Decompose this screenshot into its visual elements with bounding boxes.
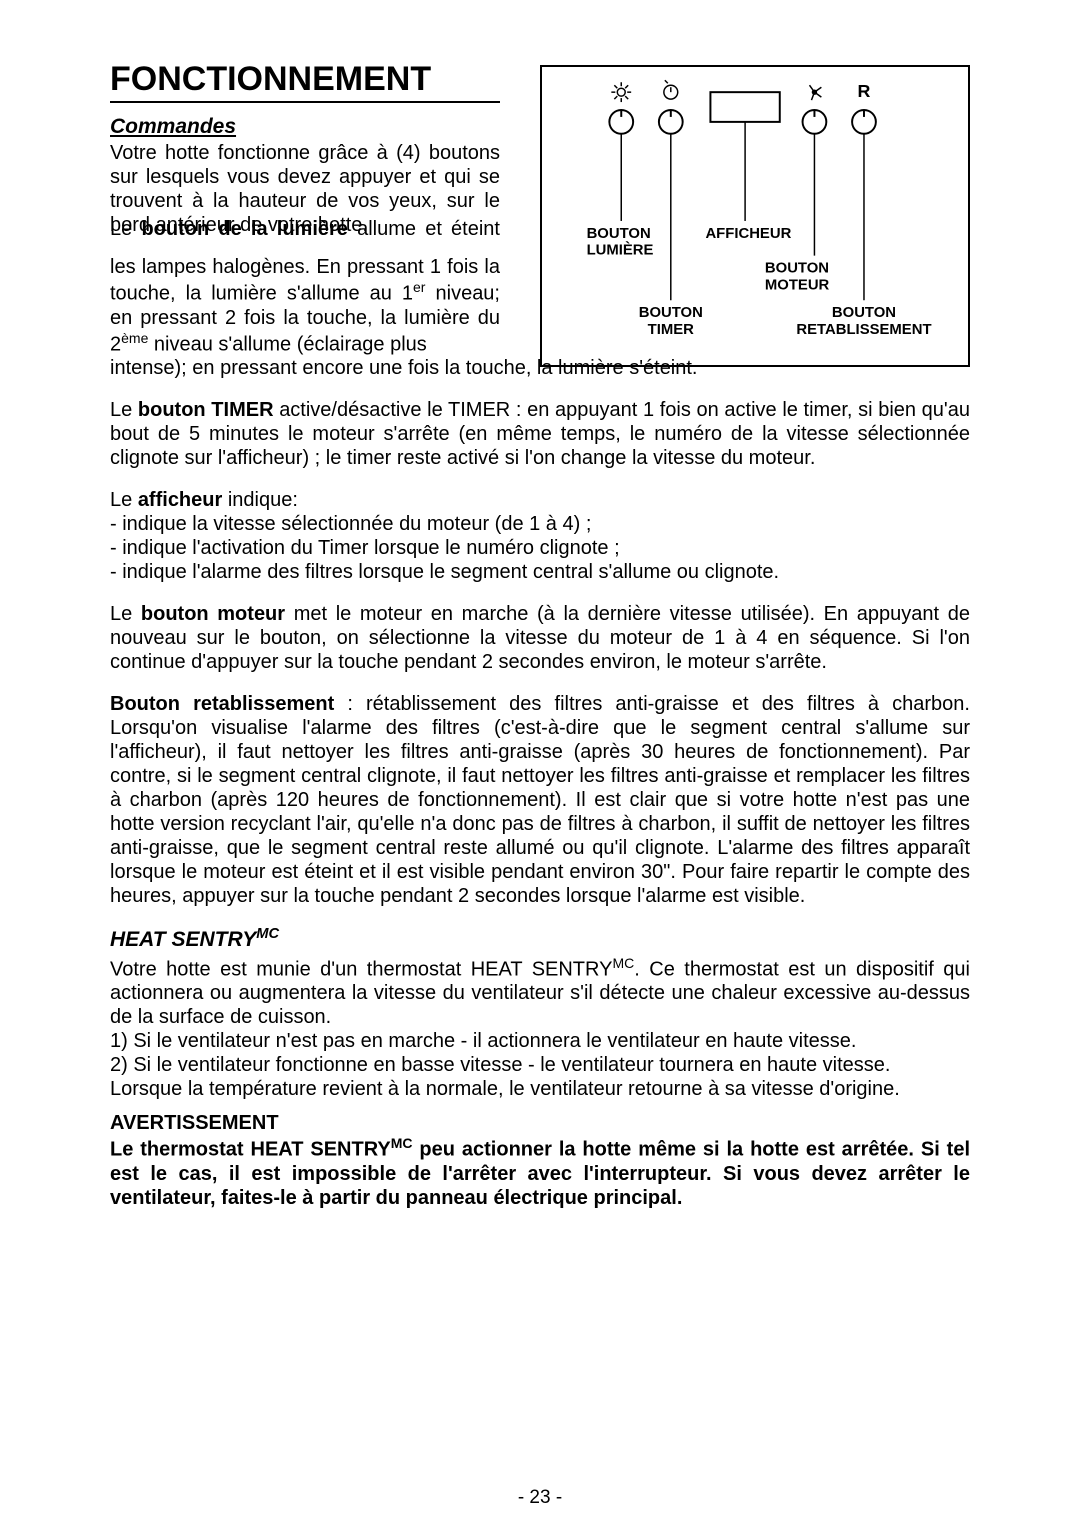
para-retablissement: Bouton retablissement : rétablissement d… — [110, 692, 970, 908]
para-lumiere-narrow: Le bouton de la lumière allume et éteint… — [110, 217, 500, 356]
label-afficheur: AFFICHEUR — [705, 226, 791, 242]
label-timer: BOUTONTIMER — [639, 305, 703, 338]
subhead-heat-sentry: HEAT SENTRYMC — [110, 926, 970, 952]
warning-heading: AVERTISSEMENT — [110, 1111, 970, 1135]
page-number: - 23 - — [0, 1487, 1080, 1509]
label-lumiere: BOUTONLUMIÈRE — [587, 226, 654, 259]
label-retab: BOUTONRETABLISSEMENT — [796, 305, 931, 338]
label-moteur: BOUTONMOTEUR — [765, 260, 830, 293]
warning-body: Le thermostat HEAT SENTRYMC peu actionne… — [110, 1135, 970, 1210]
section-title: FONCTIONNEMENT — [110, 60, 500, 103]
reset-glyph: R — [858, 81, 871, 101]
para-heat-sentry: Votre hotte est munie d'un thermostat HE… — [110, 955, 970, 1102]
para-timer: Le bouton TIMER active/désactive le TIME… — [110, 398, 970, 470]
para-afficheur: Le afficheur indique: - indique la vites… — [110, 488, 970, 584]
control-panel-diagram: R BOUTONLUMIÈRE AFFICHEUR BOUTONMOTEUR B… — [540, 65, 970, 367]
para-moteur: Le bouton moteur met le moteur en marche… — [110, 602, 970, 674]
